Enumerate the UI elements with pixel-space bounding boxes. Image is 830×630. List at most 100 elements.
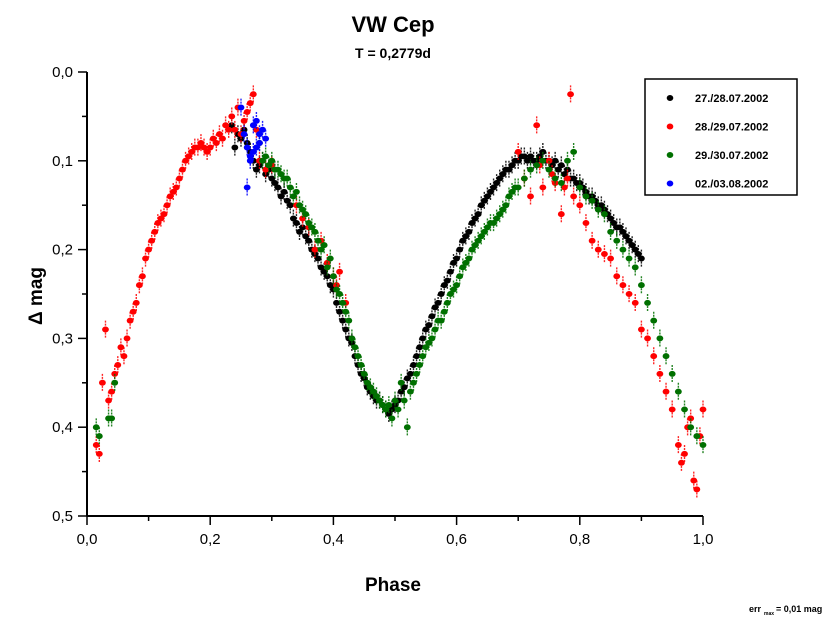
data-point (176, 175, 183, 182)
data-point (561, 171, 568, 178)
data-point (699, 441, 707, 448)
data-point (296, 202, 303, 209)
data-point (219, 135, 226, 142)
data-point (293, 219, 300, 226)
data-point (289, 215, 297, 222)
legend-marker (666, 180, 674, 187)
y-tick-label: 0,1 (52, 153, 73, 170)
data-point (644, 299, 651, 306)
legend-label: 28./29.07.2002 (695, 122, 768, 134)
data-point (179, 166, 186, 173)
data-point (108, 415, 116, 422)
data-point (450, 259, 457, 266)
data-point (265, 162, 273, 169)
data-point (249, 122, 257, 129)
data-point (305, 237, 313, 244)
data-point (490, 184, 497, 191)
data-point (487, 188, 494, 195)
data-point (243, 108, 251, 115)
data-point (557, 211, 565, 218)
series-3 (237, 98, 270, 197)
data-point (594, 206, 602, 213)
data-point (262, 153, 270, 160)
legend-item: 27./28.07.2002 (666, 93, 768, 105)
y-tick-label: 0,2 (52, 242, 73, 259)
data-point (336, 308, 343, 315)
data-point (370, 388, 377, 395)
data-point (419, 335, 427, 342)
x-axis-title: Phase (365, 575, 421, 596)
data-point (305, 219, 313, 226)
data-point (280, 188, 288, 195)
data-point (422, 344, 430, 351)
data-point (674, 441, 682, 448)
data-point (379, 402, 387, 408)
legend-label: 27./28.07.2002 (695, 93, 768, 105)
data-point (339, 317, 347, 324)
data-point (289, 193, 297, 200)
chart-subtitle: T = 0,2779d (355, 45, 431, 61)
data-point (443, 299, 451, 306)
data-point (465, 255, 473, 262)
data-point (246, 157, 254, 164)
data-point (557, 180, 565, 186)
data-point (527, 153, 534, 160)
data-point (570, 175, 578, 182)
data-point (644, 335, 651, 342)
data-point (520, 153, 528, 160)
data-point (628, 242, 636, 249)
data-point (693, 433, 701, 440)
data-point (102, 326, 109, 333)
data-point (142, 255, 149, 262)
legend-marker (666, 95, 674, 101)
data-point (407, 370, 414, 377)
data-point (274, 166, 282, 173)
data-point (299, 215, 306, 222)
data-point (225, 126, 233, 133)
data-point (188, 148, 196, 155)
data-point (422, 326, 430, 333)
data-point (484, 224, 491, 231)
data-point (283, 197, 291, 204)
data-point (480, 197, 488, 204)
data-point (212, 140, 220, 147)
data-point (493, 180, 501, 186)
data-point (385, 402, 393, 408)
data-point (477, 202, 485, 209)
data-point (95, 433, 103, 440)
data-point (619, 246, 627, 253)
data-point (610, 219, 618, 226)
data-point (253, 117, 260, 124)
data-point (228, 113, 236, 120)
chart-title: VW Cep (351, 12, 434, 37)
data-point (601, 251, 608, 258)
data-point (253, 144, 260, 151)
data-point (92, 424, 100, 431)
data-point (456, 246, 464, 253)
data-point (348, 335, 356, 342)
data-point (634, 251, 642, 258)
y-tick-label: 0,3 (52, 330, 73, 347)
data-point (625, 237, 633, 244)
data-point (551, 175, 559, 182)
data-point (296, 228, 303, 235)
data-point (148, 237, 156, 244)
data-point (345, 317, 353, 324)
data-point (419, 353, 427, 360)
data-point (333, 286, 340, 293)
data-point (111, 379, 119, 386)
data-point (440, 282, 448, 289)
data-point (505, 193, 513, 200)
data-point (240, 131, 248, 138)
ticks: 0,0 0,2 0,4 0,6 0,8 1,0 0,0 0,1 0,2 0,3 0,4 0,5 (52, 64, 713, 548)
data-point (268, 157, 276, 164)
data-point (471, 215, 479, 222)
data-point (693, 486, 701, 493)
data-point (425, 322, 433, 329)
data-point (425, 339, 433, 346)
data-point (410, 362, 417, 369)
data-point (222, 122, 230, 129)
data-point (576, 184, 584, 191)
data-point (151, 228, 159, 235)
data-point (299, 224, 306, 231)
